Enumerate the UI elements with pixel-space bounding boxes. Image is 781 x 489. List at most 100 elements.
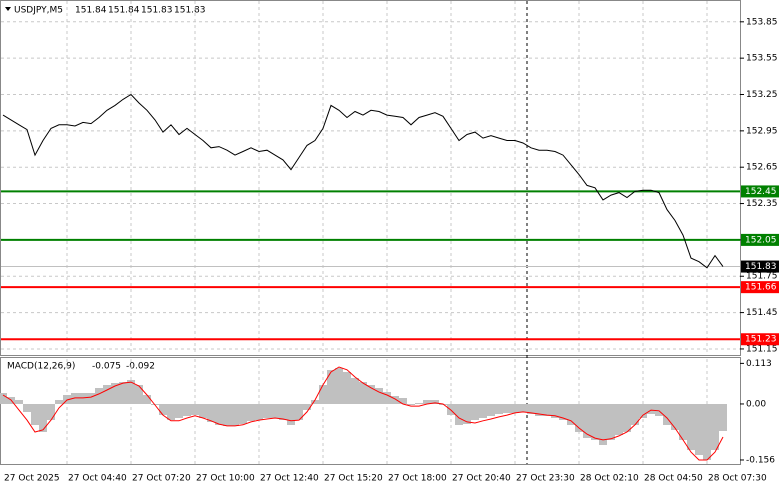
- macd-bar: [143, 394, 151, 404]
- x-tick-label: 27 Oct 12:40: [260, 474, 319, 484]
- macd-bar: [87, 392, 95, 404]
- macd-bar: [567, 403, 575, 425]
- high: 151.84: [108, 6, 140, 16]
- macd-bar: [247, 403, 255, 421]
- y-tick-label: 152.65: [746, 163, 778, 173]
- y-tick-label: 151.15: [746, 344, 778, 354]
- symbol: USDJPY,M5: [14, 6, 63, 16]
- y-tick-label: 0.113: [746, 359, 772, 369]
- macd-bar: [191, 403, 199, 416]
- macd-bar: [695, 403, 703, 455]
- macd-bar: [375, 387, 383, 404]
- open: 151.84: [75, 6, 107, 16]
- price-frame: [0, 0, 741, 356]
- level-label: 151.23: [745, 335, 777, 345]
- level-label-box: [741, 333, 779, 346]
- macd-bar: [271, 403, 279, 418]
- macd-bar: [511, 403, 519, 413]
- macd-bar: [287, 403, 295, 425]
- last-price-box: [741, 260, 779, 273]
- macd-bar: [719, 403, 727, 431]
- macd-main: -0.075: [92, 362, 121, 372]
- macd-bar: [31, 403, 39, 425]
- y-tick-label: 151.45: [746, 308, 778, 318]
- macd-bar: [279, 403, 287, 421]
- macd-bar: [631, 403, 639, 425]
- macd-bar: [295, 403, 303, 421]
- macd-bar: [575, 403, 583, 432]
- macd-bar: [63, 394, 71, 404]
- macd-bar: [15, 400, 23, 404]
- macd-bar: [711, 403, 719, 450]
- macd-signal: -0.092: [126, 362, 155, 372]
- macd-bar: [319, 384, 327, 404]
- y-tick-label: 151.75: [746, 272, 778, 282]
- macd-bar: [39, 403, 47, 432]
- x-tick-label: 27 Oct 04:40: [68, 474, 127, 484]
- macd-bar: [455, 403, 463, 425]
- x-tick-label: 27 Oct 07:20: [132, 474, 191, 484]
- macd-bar: [95, 387, 103, 404]
- macd-bar: [591, 403, 599, 440]
- y-tick-label: -0.156: [746, 455, 775, 465]
- macd-bar: [703, 403, 711, 460]
- macd-bar: [111, 383, 119, 404]
- macd-bar: [167, 403, 175, 421]
- macd-bar: [503, 403, 511, 413]
- macd-bar: [231, 403, 239, 426]
- macd-title: MACD(12,26,9): [7, 362, 75, 372]
- x-tick-label: 28 Oct 04:50: [644, 474, 703, 484]
- level-label: 151.66: [745, 283, 777, 293]
- macd-bar: [463, 403, 471, 425]
- macd-bar: [103, 384, 111, 404]
- macd-bar: [671, 403, 679, 430]
- macd-bar: [223, 403, 231, 426]
- last-price-label: 151.83: [745, 262, 777, 272]
- y-tick-label: 153.25: [746, 90, 778, 100]
- macd-bar: [327, 369, 335, 404]
- x-tick-label: 28 Oct 02:10: [580, 474, 639, 484]
- macd-bar: [607, 403, 615, 440]
- macd-bar: [215, 403, 223, 425]
- low: 151.83: [141, 6, 173, 16]
- macd-bar: [687, 403, 695, 450]
- macd-bar: [159, 403, 167, 416]
- macd-bar: [623, 403, 631, 432]
- macd-bar: [55, 400, 63, 404]
- y-tick-label: 153.85: [746, 17, 778, 27]
- macd-bar: [407, 403, 415, 406]
- macd-bar: [647, 403, 655, 415]
- macd-bar: [471, 403, 479, 421]
- macd-bar: [47, 403, 55, 421]
- macd-bar: [127, 379, 135, 404]
- y-tick-label: 0.00: [746, 399, 766, 409]
- header-triangle: [5, 7, 11, 11]
- x-tick-label: 27 Oct 2025: [4, 474, 60, 484]
- macd-bar: [655, 403, 663, 416]
- macd-frame: [0, 357, 741, 465]
- macd-bar: [175, 403, 183, 418]
- macd-bar: [119, 382, 127, 404]
- macd-bar: [391, 396, 399, 404]
- macd-bar: [543, 403, 551, 416]
- price-line: [2, 93, 724, 269]
- macd-bar: [479, 403, 487, 418]
- macd-bar: [559, 403, 567, 421]
- macd-bar: [615, 403, 623, 435]
- macd-bar: [351, 378, 359, 404]
- signal-line: [2, 366, 724, 461]
- macd-bar: [527, 403, 535, 415]
- macd-bar: [399, 397, 407, 404]
- macd-bar: [679, 403, 687, 440]
- macd-bar: [335, 368, 343, 404]
- x-tick-label: 27 Oct 10:00: [196, 474, 255, 484]
- macd-bar: [311, 400, 319, 404]
- macd-bar: [255, 403, 263, 421]
- macd-bar: [367, 384, 375, 404]
- macd-bar: [383, 392, 391, 404]
- macd-bar: [23, 403, 31, 412]
- level-label-box: [741, 281, 779, 294]
- y-tick-label: 153.55: [746, 54, 778, 64]
- y-tick-label: 152.95: [746, 126, 778, 136]
